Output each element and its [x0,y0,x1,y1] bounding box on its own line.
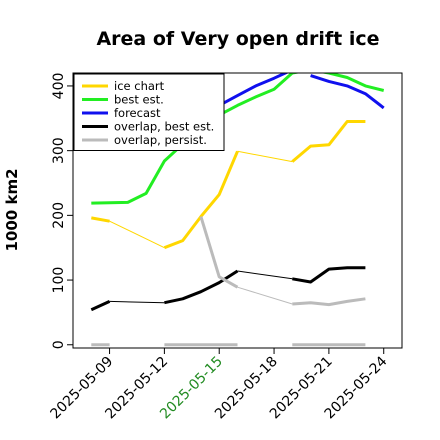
series-4-line-1 [292,297,366,307]
series-2-line-1 [310,74,385,110]
chart-title: Area of Very open drift ice [96,28,379,50]
y-tick-label: 100 [51,267,67,294]
series-0-line-0 [91,216,110,223]
plot-frame [72,72,403,349]
legend-entry: overlap, persist. [114,133,207,147]
y-axis-label: 1000 km2 [3,168,21,251]
series-3-connector-1 [237,270,293,280]
series-0-line-2 [291,120,366,163]
series-4-line-0 [199,216,239,289]
legend-entry: forecast [114,106,161,120]
series-1-line-0 [91,73,385,205]
series-4-connector-0 [237,286,293,305]
series-3-connector-0 [109,300,165,304]
y-tick-label: 0 [51,340,67,349]
series-0-connector-1 [237,150,293,163]
y-tick-label: 400 [51,73,67,100]
series-3-line-0 [90,300,111,312]
series-3-line-2 [292,266,366,284]
series-3-line-1 [164,269,239,305]
legend-entry: ice chart [114,79,165,93]
series-0-line-1 [163,150,239,250]
legend-entry: best est. [114,93,164,107]
legend-entry: overlap, best est. [114,120,214,134]
series-0-connector-0 [109,220,165,249]
y-tick-label: 300 [51,137,67,164]
y-tick-label: 200 [51,202,67,229]
plot-lines [90,73,385,347]
